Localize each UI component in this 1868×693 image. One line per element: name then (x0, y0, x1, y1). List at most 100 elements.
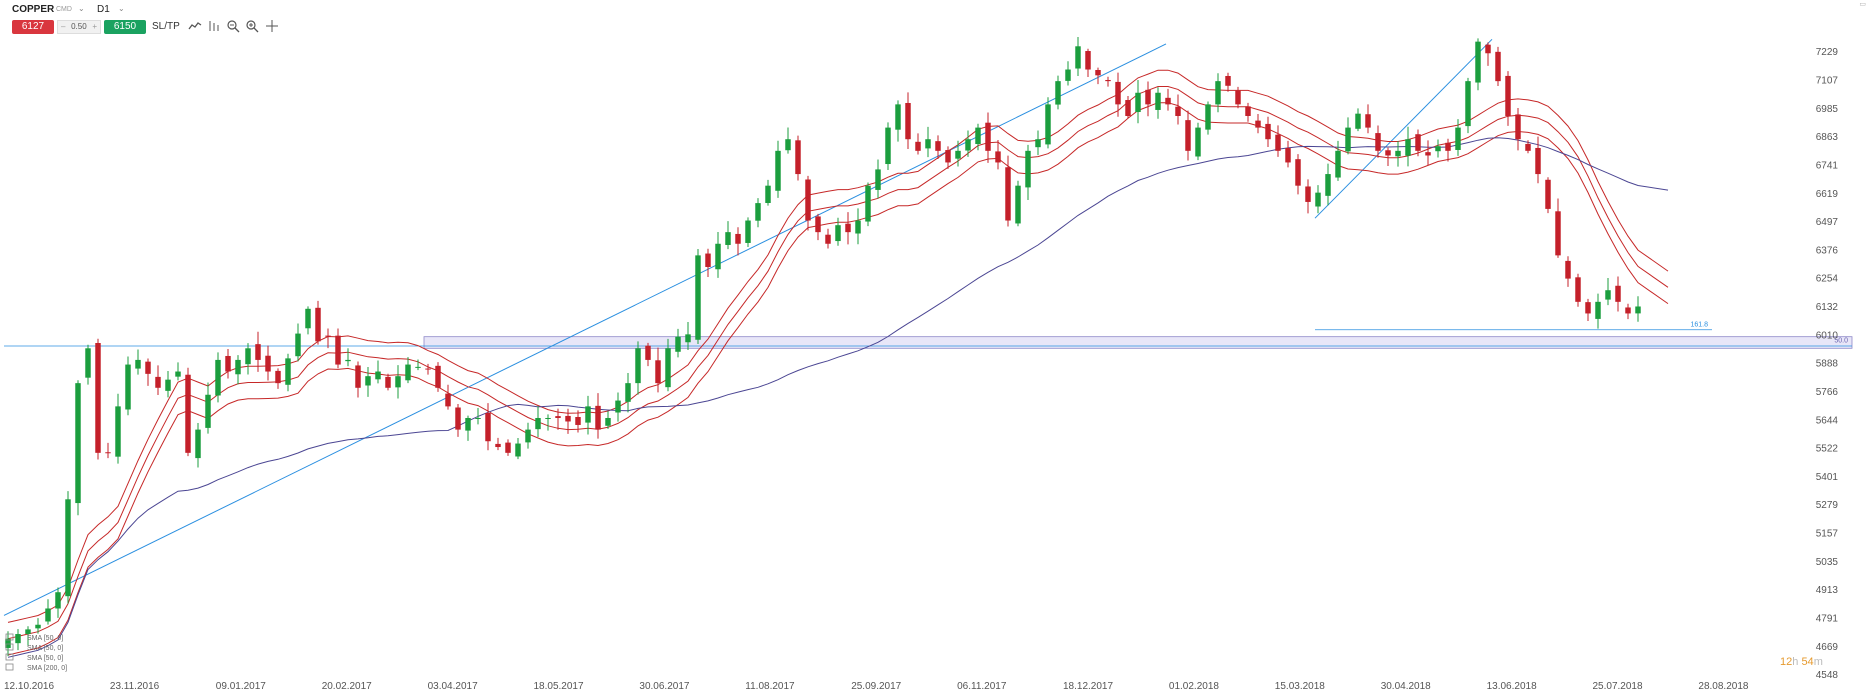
envelope-line-1 (7, 69, 1669, 623)
candle-body (855, 220, 861, 234)
candle-body (395, 376, 401, 388)
candle-body (885, 127, 891, 165)
candle-body (485, 412, 491, 442)
candle-body (1545, 179, 1551, 209)
candle-body (745, 220, 751, 243)
candle-body (1325, 174, 1331, 196)
candle-body (425, 368, 431, 370)
candle-body (735, 233, 741, 244)
candle-body (135, 359, 141, 369)
candle-body (575, 416, 581, 425)
sltp-button[interactable]: SL/TP (152, 21, 180, 32)
y-tick-label: 6985 (1816, 104, 1839, 115)
candle-body (615, 400, 621, 413)
candle-body (1475, 41, 1481, 83)
candle-body (925, 139, 931, 149)
y-tick-label: 4791 (1816, 614, 1839, 625)
fib-level-label: 161.8 (1690, 322, 1708, 329)
candle-body (565, 415, 571, 422)
candle-body (945, 150, 951, 163)
timer-minutes-unit: m (1813, 656, 1823, 668)
x-tick-label: 20.02.2017 (322, 681, 372, 692)
candle-body (1395, 150, 1401, 157)
window-control-icon[interactable]: ▭ (1859, 1, 1866, 8)
candle-body (1585, 302, 1591, 314)
plus-icon[interactable]: + (92, 22, 97, 31)
candle-body (1025, 150, 1031, 188)
y-tick-label: 6619 (1816, 189, 1839, 200)
candle-body (15, 634, 21, 644)
candle-body (1385, 150, 1391, 156)
y-tick-label: 5035 (1816, 557, 1839, 568)
candle-body (995, 151, 1001, 163)
candle-body (1405, 139, 1411, 156)
zoom-out-icon[interactable] (226, 19, 240, 33)
zoom-in-icon[interactable] (245, 19, 259, 33)
candle-body (1055, 81, 1061, 105)
candle-body (895, 104, 901, 130)
candle-body (545, 417, 551, 419)
candle-body (1265, 123, 1271, 140)
candle-body (675, 336, 681, 352)
y-tick-label: 6863 (1816, 132, 1839, 143)
spread-stepper[interactable]: – 0.50 + (57, 20, 101, 34)
candle-body (165, 379, 171, 391)
candle-body (845, 223, 851, 233)
buy-button[interactable]: 6150 (104, 20, 146, 34)
candle-body (45, 608, 51, 622)
y-tick-label: 4913 (1816, 585, 1839, 596)
candle-body (785, 139, 791, 151)
y-tick-label: 6010 (1816, 330, 1839, 341)
candle-body (775, 150, 781, 191)
candle-body (1535, 147, 1541, 175)
candle-body (1225, 75, 1231, 86)
indicators-icon[interactable] (207, 19, 221, 33)
y-tick-label: 5401 (1816, 472, 1839, 483)
symbol-label[interactable]: COPPER (12, 4, 55, 15)
candle-body (975, 127, 981, 145)
x-tick-label: 06.11.2017 (957, 681, 1007, 692)
candle-body (1115, 81, 1121, 105)
x-tick-label: 25.09.2017 (851, 681, 901, 692)
chevron-down-icon[interactable]: ⌄ (78, 4, 85, 13)
y-tick-label: 7229 (1816, 47, 1839, 58)
candle-body (1205, 104, 1211, 130)
y-tick-label: 5766 (1816, 387, 1839, 398)
sell-button[interactable]: 6127 (12, 20, 54, 34)
candle-body (935, 141, 941, 151)
candle-body (515, 443, 521, 457)
candle-body (1315, 192, 1321, 207)
candle-body (1195, 127, 1201, 157)
timer-minutes: 54 (1801, 656, 1814, 668)
candle-body (535, 417, 541, 430)
timeframe-selector[interactable]: D1 (97, 4, 110, 15)
candle-body (635, 348, 641, 384)
candle-body (705, 253, 711, 267)
crosshair-icon[interactable] (265, 19, 279, 33)
candle-body (1085, 51, 1091, 70)
candle-body (1075, 46, 1081, 69)
candle-body (1065, 69, 1071, 81)
candle-body (25, 629, 31, 634)
x-tick-label: 30.06.2017 (639, 681, 689, 692)
candle-body (1035, 139, 1041, 148)
x-tick-label: 09.01.2017 (216, 681, 266, 692)
minus-icon[interactable]: – (61, 22, 66, 31)
candle-body (415, 366, 421, 368)
candle-body (105, 452, 111, 454)
chart-type-icon[interactable] (188, 19, 202, 33)
candle-body (825, 234, 831, 244)
candle-body (245, 348, 251, 365)
candle-body (345, 359, 351, 362)
candle-timer: 12h 54m (1780, 656, 1823, 668)
candle-body (1345, 127, 1351, 152)
chevron-down-icon[interactable]: ⌄ (118, 4, 125, 13)
candle-body (525, 429, 531, 443)
candle-body (685, 334, 691, 343)
legend-entry: SMA [50, 0] (27, 635, 63, 642)
candle-body (355, 365, 361, 388)
candle-body (145, 361, 151, 374)
candle-body (1615, 285, 1621, 302)
candle-body (375, 371, 381, 380)
